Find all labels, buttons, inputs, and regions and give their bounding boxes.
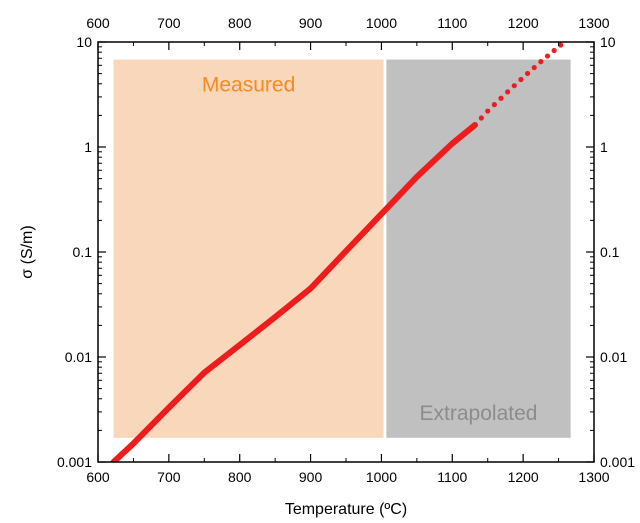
y-tick-label-right: 1 xyxy=(600,139,608,155)
ticks-layer xyxy=(97,41,595,463)
x-tick-label-top: 1200 xyxy=(508,15,539,31)
x-tick-label-bottom: 800 xyxy=(228,469,252,485)
tick-labels-layer: 6006007007008008009009001000100011001100… xyxy=(57,15,635,485)
y-axis-title: σ (S/m) xyxy=(19,225,36,278)
x-tick-label-top: 900 xyxy=(299,15,323,31)
series-extrapolated-point xyxy=(551,47,557,54)
x-tick-label-top: 700 xyxy=(157,15,181,31)
y-tick-label-left: 0.01 xyxy=(65,349,92,365)
series-extrapolated-point xyxy=(544,53,551,59)
y-tick-label-left: 10 xyxy=(76,34,92,50)
series-extrapolated-point xyxy=(485,108,491,114)
series-extrapolated-point xyxy=(518,76,524,83)
x-tick-label-bottom: 900 xyxy=(299,469,323,485)
series-extrapolated-point xyxy=(524,70,531,77)
x-tick-label-bottom: 700 xyxy=(157,469,181,485)
x-tick-label-bottom: 1200 xyxy=(508,469,539,485)
region-labels-layer: Measured Extrapolated xyxy=(202,74,538,425)
x-tick-label-bottom: 1000 xyxy=(366,469,397,485)
series-extrapolated-point xyxy=(538,59,544,65)
series-extrapolated-point xyxy=(531,64,537,71)
y-tick-label-right: 10 xyxy=(600,34,616,50)
x-tick-label-top: 1100 xyxy=(437,15,467,31)
series-extrapolated-point xyxy=(558,42,564,48)
y-tick-label-left: 0.1 xyxy=(73,244,93,260)
y-tick-label-left: 1 xyxy=(84,139,92,155)
x-tick-label-bottom: 600 xyxy=(86,469,110,485)
region-measured xyxy=(113,59,384,438)
x-tick-label-top: 1000 xyxy=(366,15,397,31)
region-label-extrapolated: Extrapolated xyxy=(420,402,538,425)
region-extrapolated xyxy=(386,59,571,438)
series-extrapolated-point xyxy=(498,95,504,101)
series-extrapolated-point xyxy=(505,89,511,95)
region-label-measured: Measured xyxy=(202,74,295,97)
x-tick-label-top: 800 xyxy=(228,15,252,31)
series-extrapolated-point xyxy=(478,115,484,121)
y-tick-label-left: 0.001 xyxy=(57,454,92,470)
x-axis-title: Temperature (ºC) xyxy=(285,501,407,518)
series-extrapolated-point xyxy=(511,83,517,89)
regions-layer xyxy=(113,59,571,438)
x-tick-label-top: 1300 xyxy=(578,15,609,31)
x-tick-label-bottom: 1100 xyxy=(437,469,467,485)
y-tick-label-right: 0.001 xyxy=(600,454,635,470)
x-tick-label-top: 600 xyxy=(86,15,110,31)
series-extrapolated-point xyxy=(472,122,478,128)
x-tick-label-bottom: 1300 xyxy=(578,469,609,485)
series-layer xyxy=(110,42,569,462)
series-extrapolated-point xyxy=(491,102,497,108)
y-tick-label-right: 0.01 xyxy=(600,349,627,365)
y-tick-label-right: 0.1 xyxy=(600,244,620,260)
series-measured-line xyxy=(110,122,478,462)
